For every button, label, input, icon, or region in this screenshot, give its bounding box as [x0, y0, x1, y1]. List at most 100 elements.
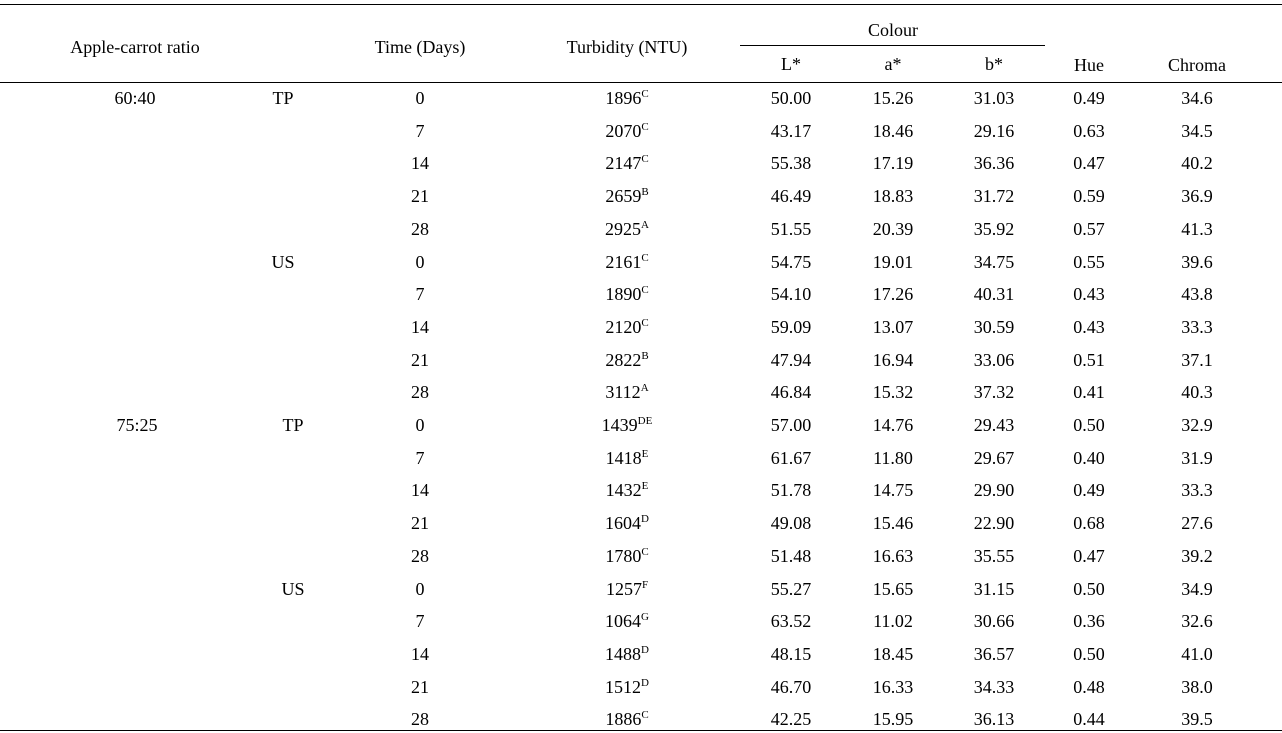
- cell-time: 28: [411, 218, 429, 239]
- cell-hue: 0.48: [1073, 676, 1105, 697]
- cell-turbidity: 1780C: [605, 545, 648, 567]
- cell-hue: 0.50: [1073, 643, 1105, 664]
- cell-a: 15.32: [872, 382, 914, 403]
- cell-chroma: 32.6: [1181, 611, 1213, 632]
- cell-turbidity: 1418E: [606, 447, 649, 469]
- cell-a: 15.46: [872, 513, 914, 534]
- cell-hue: 0.49: [1073, 88, 1105, 108]
- turbidity-value: 3112: [605, 382, 641, 403]
- cell-chroma: 34.6: [1181, 88, 1213, 108]
- significance-letter: C: [641, 316, 649, 329]
- cell-chroma: 33.3: [1181, 316, 1213, 337]
- turbidity-value: 1439: [601, 415, 638, 435]
- cell-time: 21: [411, 186, 429, 207]
- cell-turbidity: 2925A: [605, 218, 649, 240]
- cell-b: 29.43: [973, 415, 1015, 435]
- cell-hue: 0.43: [1073, 284, 1105, 305]
- significance-letter: E: [641, 480, 649, 493]
- significance-letter: C: [641, 284, 649, 297]
- turbidity-value: 1780: [605, 545, 642, 566]
- header-turbidity: Turbidity (NTU): [566, 37, 688, 57]
- turbidity-value: 2120: [605, 316, 642, 337]
- table-top-rule: [0, 4, 1282, 5]
- cell-l: 59.09: [770, 316, 812, 337]
- turbidity-value: 1890: [605, 284, 642, 305]
- significance-letter: C: [641, 88, 649, 100]
- cell-b: 34.75: [973, 251, 1015, 272]
- cell-time: 21: [411, 676, 429, 697]
- turbidity-value: 2822: [605, 349, 642, 370]
- cell-l: 46.70: [770, 676, 812, 697]
- significance-letter: C: [641, 153, 649, 166]
- turbidity-value: 1488: [605, 643, 642, 664]
- cell-l: 42.25: [770, 709, 812, 730]
- cell-l: 46.49: [770, 186, 812, 207]
- cell-turbidity: 1064G: [605, 610, 649, 632]
- cell-ratio: 75:25: [116, 415, 158, 435]
- cell-chroma: 40.2: [1181, 153, 1213, 174]
- cell-a: 11.80: [873, 447, 913, 468]
- cell-chroma: 38.0: [1181, 676, 1213, 697]
- cell-chroma: 34.9: [1181, 578, 1213, 599]
- cell-l: 63.52: [770, 611, 812, 632]
- cell-b: 33.06: [973, 349, 1015, 370]
- significance-letter: B: [641, 349, 649, 362]
- cell-b: 31.72: [973, 186, 1015, 207]
- cell-b: 40.31: [973, 284, 1015, 305]
- cell-hue: 0.57: [1073, 218, 1105, 239]
- significance-letter: F: [641, 578, 649, 591]
- cell-hue: 0.36: [1073, 611, 1105, 632]
- cell-ratio: 60:40: [114, 88, 156, 108]
- cell-l: 51.78: [770, 480, 812, 501]
- cell-b: 35.92: [973, 218, 1015, 239]
- header-hue: Hue: [1074, 55, 1104, 75]
- cell-a: 17.26: [872, 284, 914, 305]
- cell-b: 29.16: [973, 120, 1015, 141]
- cell-turbidity: 1604D: [605, 512, 649, 534]
- cell-hue: 0.47: [1073, 153, 1105, 174]
- cell-hue: 0.41: [1073, 382, 1105, 403]
- cell-chroma: 39.6: [1181, 251, 1213, 272]
- cell-l: 51.48: [770, 545, 812, 566]
- turbidity-value: 1064: [605, 611, 642, 632]
- cell-b: 30.59: [973, 316, 1015, 337]
- cell-l: 54.10: [770, 284, 812, 305]
- table-bottom-rule: [0, 730, 1282, 731]
- cell-a: 16.94: [872, 349, 914, 370]
- cell-time: 0: [415, 578, 425, 599]
- significance-letter: A: [641, 218, 649, 231]
- cell-chroma: 39.5: [1181, 709, 1213, 730]
- turbidity-value: 1257: [605, 578, 642, 599]
- cell-turbidity: 2070C: [605, 120, 648, 142]
- significance-letter: A: [640, 382, 649, 395]
- cell-hue: 0.49: [1073, 480, 1105, 501]
- cell-time: 28: [411, 709, 429, 730]
- cell-time: 28: [411, 545, 429, 566]
- cell-a: 14.76: [872, 415, 914, 435]
- cell-l: 43.17: [770, 120, 812, 141]
- cell-turbidity: 2822B: [605, 349, 648, 371]
- cell-chroma: 41.3: [1181, 218, 1213, 239]
- cell-time: 14: [411, 643, 429, 664]
- cell-chroma: 27.6: [1181, 513, 1213, 534]
- cell-time: 0: [415, 415, 425, 435]
- significance-letter: DE: [637, 415, 653, 427]
- cell-chroma: 39.2: [1181, 545, 1213, 566]
- significance-letter: C: [641, 120, 649, 133]
- cell-chroma: 37.1: [1181, 349, 1213, 370]
- turbidity-value: 1886: [605, 709, 642, 730]
- cell-hue: 0.55: [1073, 251, 1105, 272]
- significance-letter: C: [641, 251, 649, 264]
- cell-l: 57.00: [770, 415, 812, 435]
- cell-a: 16.63: [872, 545, 914, 566]
- header-colour: Colour: [867, 20, 919, 40]
- cell-time: 7: [415, 284, 425, 305]
- cell-a: 15.26: [872, 88, 914, 108]
- cell-hue: 0.44: [1073, 709, 1105, 730]
- header-b: b*: [985, 54, 1003, 74]
- cell-l: 55.27: [770, 578, 812, 599]
- cell-time: 14: [411, 480, 429, 501]
- cell-b: 30.66: [973, 611, 1015, 632]
- significance-letter: D: [641, 676, 649, 689]
- cell-time: 7: [415, 447, 425, 468]
